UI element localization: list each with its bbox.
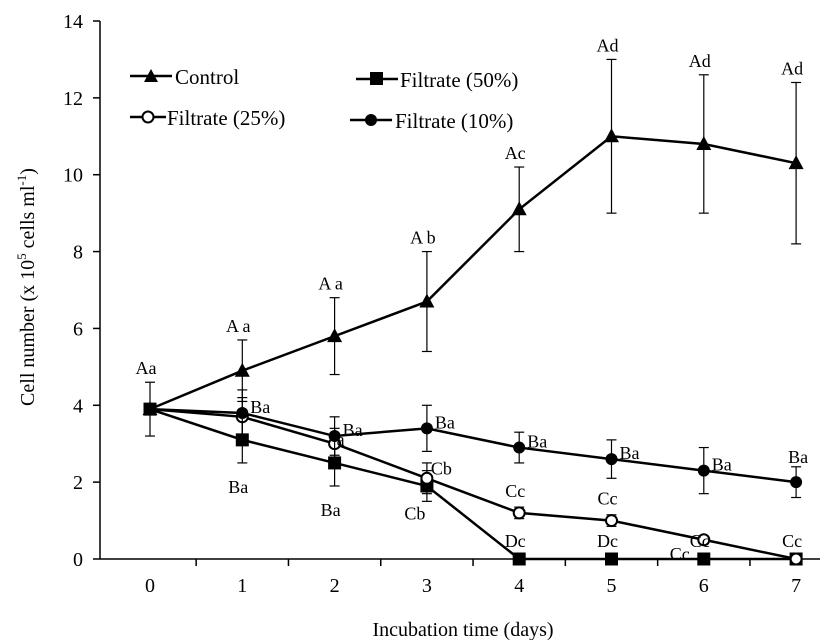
legend-label-filtrate-10: Filtrate (10%): [395, 109, 513, 133]
x-tick-label: 0: [145, 575, 155, 597]
y-axis-title-part-1: Cell number (x 10: [17, 260, 39, 406]
significance-label: Ad: [597, 35, 619, 55]
significance-label: Cc: [598, 489, 618, 509]
significance-label: Ba: [228, 477, 248, 497]
series-line: [149, 407, 797, 561]
data-point: [512, 506, 526, 520]
significance-label: Cc: [782, 531, 802, 551]
data-point: [511, 201, 527, 216]
legend-item-filtrate-10: Filtrate (10%): [350, 109, 513, 133]
y-tick-label: 2: [73, 472, 83, 494]
data-point: [420, 471, 434, 485]
y-axis-title-exponent-1: 5: [14, 253, 29, 260]
chart-series: [142, 58, 804, 566]
x-tick-label: 1: [237, 575, 247, 597]
y-tick-label: 4: [73, 395, 83, 417]
significance-label: Dc: [505, 531, 526, 551]
series-line: [149, 407, 797, 484]
data-point: [513, 441, 526, 454]
data-point: [604, 128, 619, 143]
y-tick-label: 10: [63, 165, 83, 187]
y-tick-label: 12: [63, 88, 83, 110]
significance-label: Ba: [321, 500, 341, 520]
significance-label: A a: [226, 316, 251, 336]
data-point: [697, 552, 711, 566]
y-tick-label: 0: [73, 549, 83, 571]
significance-label: Cb: [404, 503, 425, 523]
legend-label-filtrate-50: Filtrate (50%): [400, 68, 518, 92]
y-axis-title-exponent-2: -1: [14, 175, 29, 186]
data-point: [234, 362, 250, 377]
x-tick-label: 3: [422, 575, 432, 597]
legend-item-filtrate-25: Filtrate (25%): [130, 106, 285, 130]
x-tick-label: 2: [330, 575, 340, 597]
series-line: [149, 134, 797, 411]
data-point: [790, 476, 803, 489]
square-marker-icon: [370, 72, 383, 85]
significance-label: Cc: [670, 544, 690, 564]
significance-label: Cc: [690, 531, 710, 551]
series-line: [149, 407, 797, 561]
filled-circle-marker-icon: [365, 114, 377, 126]
data-point: [236, 406, 249, 419]
significance-label: a: [337, 430, 345, 450]
data-point: [512, 552, 526, 566]
legend-label-filtrate-25: Filtrate (25%): [167, 106, 285, 130]
significance-label: Ba: [620, 443, 640, 463]
significance-label: Ad: [781, 58, 803, 78]
significance-label: A b: [410, 228, 436, 248]
significance-label: Cb: [431, 458, 452, 478]
x-tick-label: 5: [607, 575, 617, 597]
data-point: [327, 328, 343, 343]
y-tick-label: 8: [73, 242, 83, 264]
significance-label: Cc: [505, 481, 525, 501]
y-axis-title: Cell number (x 105 cells ml-1): [14, 168, 39, 406]
x-tick-label: 6: [699, 575, 709, 597]
significance-label: Ad: [689, 51, 711, 71]
series-filtrate-10: [144, 389, 803, 499]
x-tick-label: 7: [791, 575, 801, 597]
significance-label: A a: [318, 274, 343, 294]
y-tick-label: 6: [73, 318, 83, 340]
significance-label: Ac: [505, 143, 526, 163]
significance-label: Ba: [788, 447, 808, 467]
data-point: [605, 552, 618, 566]
legend-item-filtrate-50: Filtrate (50%): [356, 68, 518, 92]
legend-item-control: Control: [130, 65, 239, 89]
significance-label: Ba: [712, 455, 732, 475]
data-point: [419, 293, 435, 308]
data-point: [696, 135, 712, 150]
data-point: [144, 403, 156, 416]
data-point: [788, 155, 804, 170]
significance-label: Ba: [527, 432, 547, 452]
significance-label: Aa: [136, 358, 157, 378]
x-tick-label: 4: [514, 575, 524, 597]
significance-label: Ba: [250, 397, 270, 417]
open-circle-marker-icon: [141, 110, 155, 124]
triangle-marker-icon: [144, 69, 158, 82]
data-point: [605, 453, 618, 466]
data-point: [420, 422, 433, 435]
significance-label: Ba: [435, 412, 455, 432]
y-axis-title-part-2: cells ml: [17, 185, 39, 253]
significance-label: Ba: [343, 420, 363, 440]
x-axis-title: Incubation time (days): [372, 619, 553, 640]
data-point: [697, 464, 710, 477]
data-point: [789, 552, 803, 566]
chart-legend: Control Filtrate (50%) Filtrate (25%) Fi…: [130, 65, 518, 133]
y-axis-title-part-3: ): [17, 168, 39, 175]
significance-label: Dc: [597, 531, 618, 551]
legend-label-control: Control: [175, 65, 239, 89]
y-tick-label: 14: [63, 11, 83, 33]
data-point: [328, 430, 341, 443]
data-point: [605, 514, 618, 528]
data-point: [697, 533, 711, 547]
